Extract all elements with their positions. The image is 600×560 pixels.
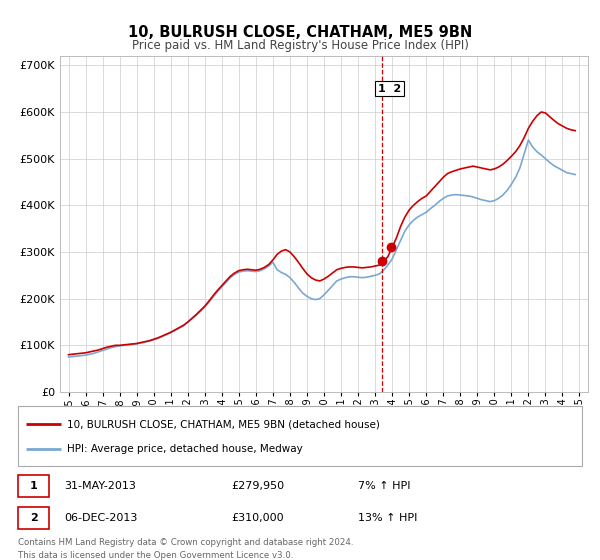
Text: 1  2: 1 2 [378, 83, 401, 94]
Text: £310,000: £310,000 [231, 512, 284, 522]
Text: 06-DEC-2013: 06-DEC-2013 [64, 512, 137, 522]
Text: £279,950: £279,950 [231, 481, 284, 491]
Text: 13% ↑ HPI: 13% ↑ HPI [358, 512, 417, 522]
Text: 31-MAY-2013: 31-MAY-2013 [64, 481, 136, 491]
Text: This data is licensed under the Open Government Licence v3.0.: This data is licensed under the Open Gov… [18, 551, 293, 560]
Text: Price paid vs. HM Land Registry's House Price Index (HPI): Price paid vs. HM Land Registry's House … [131, 39, 469, 52]
Bar [18, 407, 582, 466]
Text: 10, BULRUSH CLOSE, CHATHAM, ME5 9BN: 10, BULRUSH CLOSE, CHATHAM, ME5 9BN [128, 25, 472, 40]
Text: 7% ↑ HPI: 7% ↑ HPI [358, 481, 410, 491]
Bar [18, 507, 49, 529]
Text: 2: 2 [30, 512, 37, 522]
Bar [18, 475, 49, 497]
Text: 1: 1 [30, 481, 37, 491]
Text: 10, BULRUSH CLOSE, CHATHAM, ME5 9BN (detached house): 10, BULRUSH CLOSE, CHATHAM, ME5 9BN (det… [67, 419, 380, 430]
Text: Contains HM Land Registry data © Crown copyright and database right 2024.: Contains HM Land Registry data © Crown c… [18, 538, 353, 547]
Text: HPI: Average price, detached house, Medway: HPI: Average price, detached house, Medw… [67, 444, 302, 454]
